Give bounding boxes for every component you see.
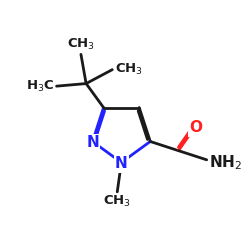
Text: N: N <box>115 156 128 172</box>
Text: CH$_3$: CH$_3$ <box>103 194 131 209</box>
Text: CH$_3$: CH$_3$ <box>67 36 95 52</box>
Text: O: O <box>189 120 202 135</box>
Text: H$_3$C: H$_3$C <box>26 78 54 94</box>
Text: CH$_3$: CH$_3$ <box>115 62 143 77</box>
Text: N: N <box>86 136 99 150</box>
Text: NH$_2$: NH$_2$ <box>209 153 242 172</box>
